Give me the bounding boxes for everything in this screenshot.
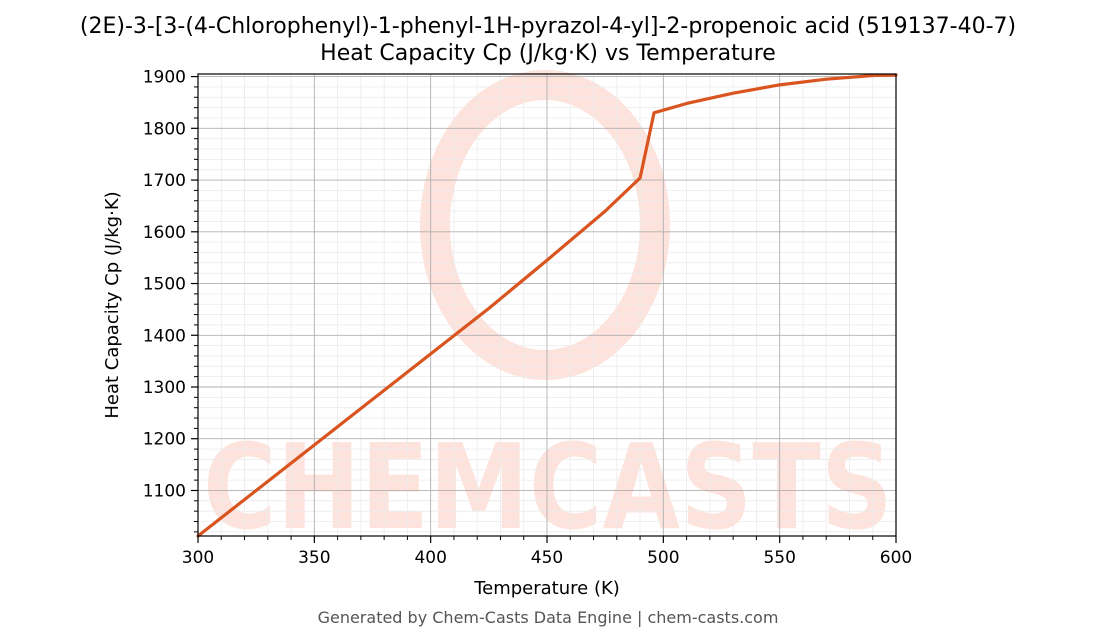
x-tick-label: 300 bbox=[182, 548, 214, 568]
x-tick-label: 400 bbox=[414, 548, 446, 568]
y-tick-label: 1100 bbox=[143, 481, 186, 501]
watermark-logo-ring bbox=[420, 70, 670, 380]
y-tick-label: 1700 bbox=[143, 171, 186, 191]
y-axis-label: Heat Capacity Cp (J/kg·K) bbox=[102, 191, 123, 418]
x-tick-label: 450 bbox=[531, 548, 563, 568]
x-tick-label: 350 bbox=[298, 548, 330, 568]
series-layer bbox=[196, 73, 898, 538]
y-tick-label: 1400 bbox=[143, 326, 186, 346]
ticks-layer: 300 350 400 450 500 550 600 1100 1200 1300 1400 150… bbox=[143, 68, 912, 568]
x-axis-label: Temperature (K) bbox=[473, 578, 620, 599]
y-tick-label: 1200 bbox=[143, 430, 186, 450]
y-tick-label: 1300 bbox=[143, 378, 186, 398]
y-tick-label: 1500 bbox=[143, 275, 186, 295]
y-tick-label: 1900 bbox=[143, 68, 186, 88]
y-tick-label: 1600 bbox=[143, 223, 186, 243]
cp-series-line bbox=[196, 73, 898, 538]
chart-title: (2E)-3-[3-(4-Chlorophenyl)-1-phenyl-1H-p… bbox=[79, 14, 1017, 39]
x-tick-label: 550 bbox=[763, 548, 795, 568]
x-tick-label: 500 bbox=[647, 548, 679, 568]
chart-subtitle: Heat Capacity Cp (J/kg·K) vs Temperature bbox=[320, 41, 776, 66]
x-tick-label: 600 bbox=[880, 548, 912, 568]
footer-credit: Generated by Chem-Casts Data Engine | ch… bbox=[317, 608, 779, 627]
watermark: CHEMCASTS bbox=[203, 70, 893, 556]
y-tick-label: 1800 bbox=[143, 119, 186, 139]
